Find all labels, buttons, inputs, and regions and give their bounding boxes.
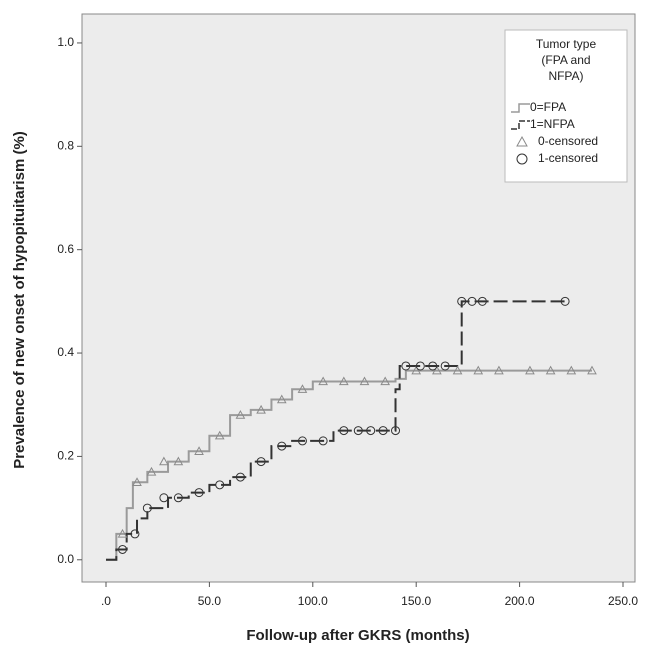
step-line <box>105 300 566 561</box>
censor-marker <box>452 365 463 375</box>
censor-marker <box>173 456 184 466</box>
x-tick-label: .0 <box>101 594 111 608</box>
y-tick-label: 0.2 <box>57 449 74 463</box>
censor-marker <box>256 404 266 414</box>
y-tick-label: 0.4 <box>57 345 74 359</box>
censor-marker <box>428 361 438 371</box>
legend-title: NFPA) <box>548 69 583 83</box>
censor-marker <box>378 426 388 436</box>
x-tick-label: 250.0 <box>608 594 638 608</box>
legend-label: 0=FPA <box>530 100 566 114</box>
y-axis-title: Prevalence of new onset of hypopituitari… <box>11 131 28 469</box>
censor-marker <box>256 457 266 467</box>
legend-title: Tumor type <box>536 37 597 51</box>
legend <box>504 29 628 183</box>
censor-marker <box>130 529 140 539</box>
censor-marker <box>401 361 411 371</box>
legend-swatch <box>516 153 528 165</box>
censor-marker <box>297 436 307 446</box>
censor-marker <box>432 365 442 375</box>
x-tick-label: 200.0 <box>505 594 535 608</box>
legend-label: 1=NFPA <box>530 117 575 131</box>
censor-marker <box>339 426 349 436</box>
censor-marker <box>440 361 450 371</box>
censor-marker <box>194 446 204 455</box>
censor-marker <box>235 472 245 482</box>
censor-marker <box>473 365 484 375</box>
censor-marker <box>277 441 287 451</box>
censor-marker <box>415 361 425 371</box>
censor-marker <box>297 384 308 393</box>
censor-marker <box>494 365 504 375</box>
y-tick-label: 0.8 <box>57 138 74 152</box>
censor-marker <box>467 296 477 306</box>
censor-marker <box>118 544 128 554</box>
y-tick-label: 0.0 <box>57 552 74 566</box>
censor-marker <box>117 528 128 538</box>
censor-marker <box>560 296 570 306</box>
y-tick-label: 0.6 <box>57 242 74 256</box>
legend-swatch <box>516 135 528 147</box>
censor-marker <box>159 456 169 466</box>
censor-marker <box>457 296 467 306</box>
x-tick-label: 50.0 <box>198 594 222 608</box>
x-axis-title: Follow-up after GKRS (months) <box>246 627 469 644</box>
legend-label: 0-censored <box>538 134 598 148</box>
censor-marker <box>359 376 370 386</box>
censor-marker <box>545 365 556 375</box>
censor-marker <box>318 376 328 386</box>
censor-marker <box>380 376 391 386</box>
censor-marker <box>366 426 376 436</box>
censor-marker <box>215 480 225 490</box>
legend-label: 1-censored <box>538 151 598 165</box>
censor-marker <box>318 436 328 446</box>
legend-swatch <box>511 120 530 130</box>
censor-marker <box>235 410 246 419</box>
censor-marker <box>173 493 183 503</box>
legend-title: (FPA and <box>541 53 590 67</box>
censor-marker <box>194 488 204 498</box>
censor-marker <box>477 296 487 306</box>
y-tick-label: 1.0 <box>57 35 74 49</box>
censor-marker <box>146 466 157 476</box>
step-line <box>105 369 592 561</box>
censor-marker <box>159 493 169 503</box>
censor-marker <box>142 503 152 513</box>
censor-marker <box>353 426 363 436</box>
censor-marker <box>214 430 225 440</box>
censor-marker <box>411 365 422 375</box>
censor-marker <box>338 376 349 386</box>
x-tick-label: 150.0 <box>401 594 431 608</box>
censor-marker <box>391 426 401 436</box>
censor-marker <box>525 365 535 375</box>
censor-marker <box>276 394 287 404</box>
censor-marker <box>566 365 577 375</box>
x-tick-label: 100.0 <box>298 594 328 608</box>
legend-swatch <box>511 103 530 113</box>
censor-marker <box>587 365 597 375</box>
censor-marker <box>132 477 142 486</box>
